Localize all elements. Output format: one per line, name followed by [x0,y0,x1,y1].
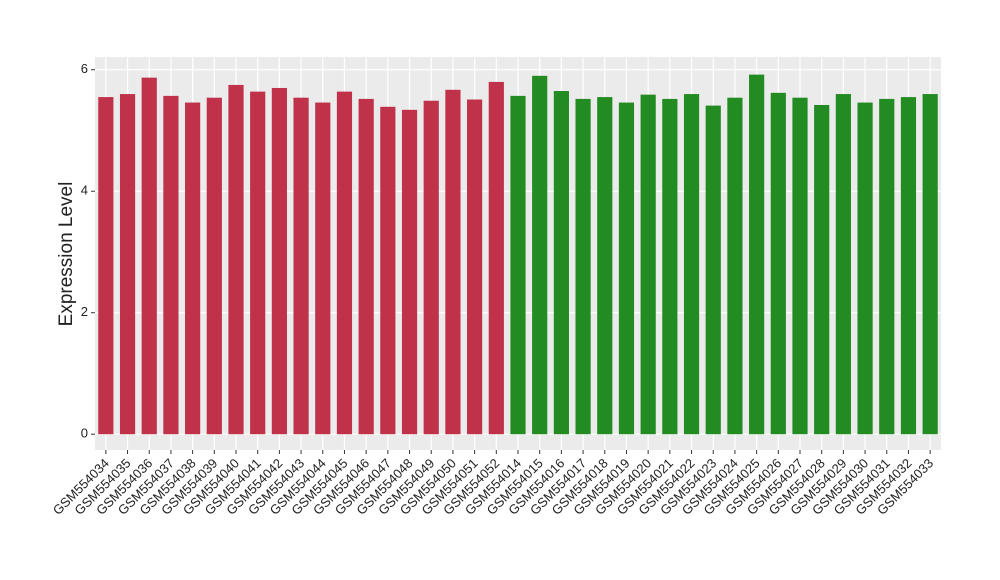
bar [727,97,743,435]
bar [553,91,569,435]
bar [98,97,114,435]
bar [336,91,353,435]
bar [119,94,136,435]
bar [900,97,917,435]
bar [228,84,244,435]
bar [510,95,526,435]
bar [315,102,331,435]
bar [271,87,287,435]
bar [445,89,461,435]
bar [532,75,548,435]
bar [423,100,439,435]
bar [835,94,851,435]
bar [597,97,613,435]
bar [141,77,157,435]
bar [380,106,396,435]
bar [814,104,830,435]
bar [770,92,786,435]
bar [640,94,656,435]
bar [358,98,374,435]
bar [206,97,222,435]
bar [488,81,504,435]
bar [185,102,201,435]
y-axis-label: Expression Level [56,182,77,327]
bar [662,98,678,435]
y-tick-label: 4 [81,183,88,198]
bar [163,95,179,435]
bar [705,105,721,435]
bar [922,94,938,435]
bar [618,102,635,435]
bar [857,102,873,435]
bar [749,74,765,435]
bar [575,98,591,435]
bar [293,97,309,435]
bar [401,109,418,435]
bar [879,98,895,435]
y-tick-label: 0 [81,426,88,441]
bar [467,99,483,435]
y-tick-label: 2 [81,304,88,319]
bar [683,94,700,435]
y-tick-label: 6 [81,61,88,76]
bar [792,97,808,435]
bar [250,91,266,435]
